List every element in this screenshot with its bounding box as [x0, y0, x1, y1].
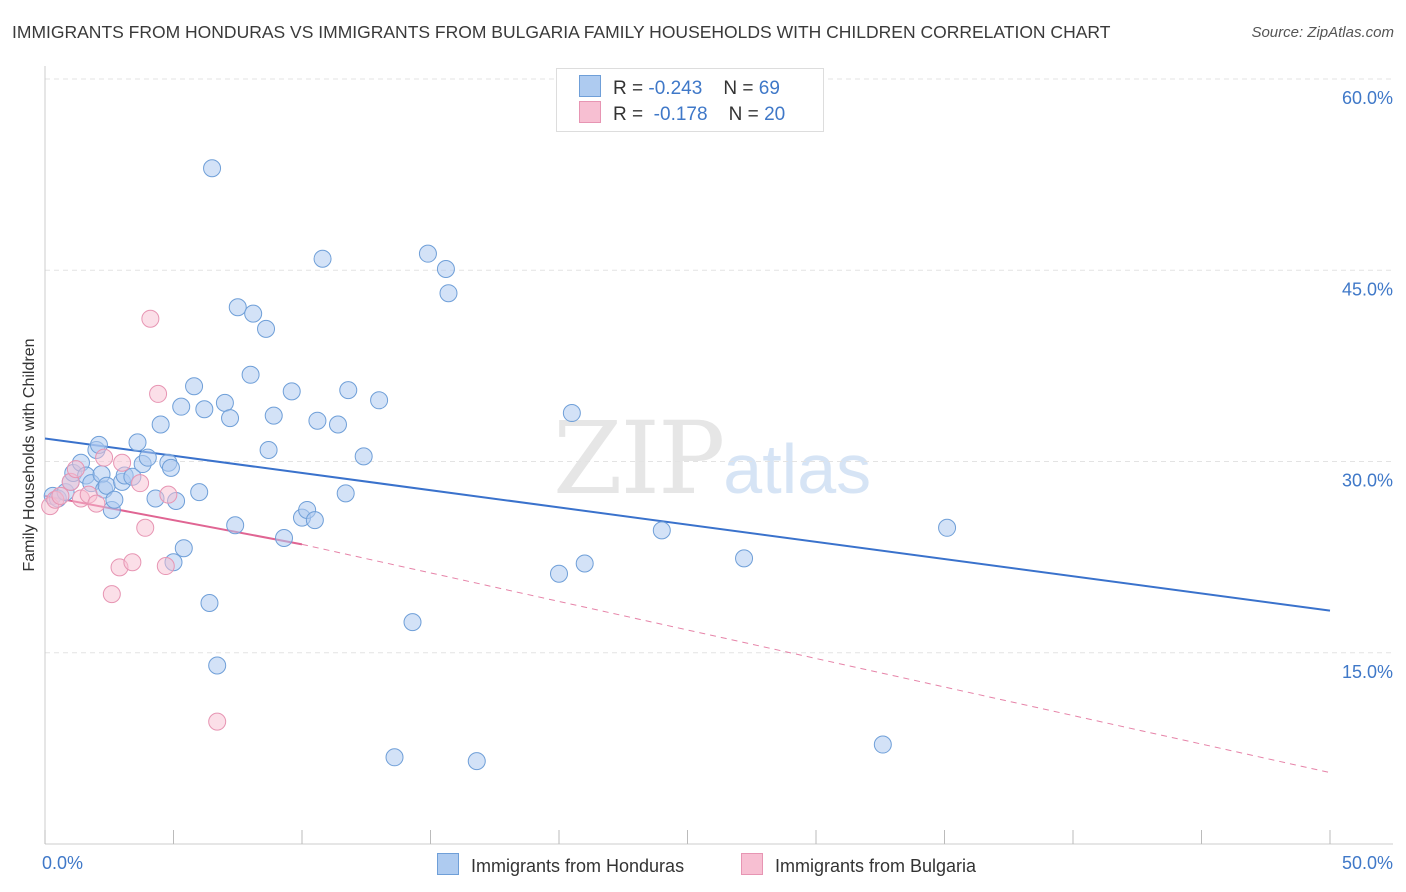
- tick-label-layer: 15.0% 30.0% 45.0% 60.0% 0.0% 50.0%: [42, 88, 1393, 873]
- point-honduras: [244, 304, 263, 323]
- point-bulgaria: [102, 585, 121, 604]
- point-honduras: [550, 564, 568, 583]
- point-bulgaria: [149, 384, 168, 403]
- point-bulgaria: [141, 309, 160, 328]
- point-honduras: [336, 484, 355, 503]
- point-honduras: [208, 656, 227, 675]
- trend-line-honduras: [44, 437, 1331, 612]
- point-honduras: [305, 511, 324, 530]
- point-honduras: [652, 521, 671, 540]
- y-axis-title: Family Households with Children: [21, 338, 38, 572]
- y-tick-label: 60.0%: [1342, 88, 1393, 108]
- legend-row-honduras: R = -0.243 N = 69: [579, 75, 780, 101]
- point-honduras: [190, 483, 209, 502]
- point-honduras: [313, 249, 332, 268]
- point-honduras: [308, 411, 327, 430]
- point-honduras: [259, 441, 278, 460]
- point-honduras: [138, 448, 157, 467]
- legend-r-value-honduras: -0.243: [648, 78, 703, 99]
- point-bulgaria: [159, 485, 178, 504]
- bottom-legend-swatch-bulgaria: [741, 853, 763, 875]
- point-honduras: [215, 393, 234, 412]
- point-honduras: [467, 752, 486, 771]
- point-honduras: [735, 549, 754, 568]
- point-honduras: [228, 298, 247, 317]
- point-bulgaria: [131, 474, 150, 493]
- legend-n-label: N =: [728, 104, 759, 125]
- stats-legend: R = -0.243 N = 69 R = -0.178 N = 20: [556, 68, 824, 132]
- point-bulgaria: [95, 448, 114, 467]
- bottom-legend-bulgaria: Immigrants from Bulgaria: [741, 853, 976, 877]
- bottom-legend-label-bulgaria: Immigrants from Bulgaria: [775, 856, 977, 876]
- point-honduras: [105, 490, 124, 509]
- point-honduras: [241, 365, 260, 384]
- legend-n-value-honduras: 69: [758, 78, 780, 99]
- point-honduras: [354, 447, 373, 466]
- point-bulgaria: [156, 557, 175, 576]
- y-tick-label: 45.0%: [1342, 279, 1393, 299]
- x-tick-label-max: 50.0%: [1342, 853, 1393, 873]
- point-honduras: [439, 284, 458, 303]
- grid-layer: [45, 78, 1393, 654]
- legend-n-value-bulgaria: 20: [764, 104, 786, 125]
- watermark-zip: ZIP: [553, 400, 725, 517]
- chart-title: IMMIGRANTS FROM HONDURAS VS IMMIGRANTS F…: [12, 22, 1111, 42]
- point-bulgaria: [123, 553, 142, 572]
- point-honduras: [203, 159, 222, 178]
- trend-extension-bulgaria: [301, 543, 1331, 774]
- y-tick-label: 15.0%: [1342, 662, 1393, 682]
- axis-layer: [44, 66, 1393, 845]
- point-honduras: [418, 244, 437, 263]
- point-honduras: [200, 594, 219, 613]
- point-bulgaria: [66, 460, 85, 479]
- point-honduras: [221, 409, 240, 428]
- legend-r-label: R =: [613, 78, 644, 99]
- point-honduras: [195, 400, 214, 419]
- point-honduras: [226, 516, 245, 535]
- point-honduras: [264, 406, 283, 425]
- point-honduras: [172, 397, 191, 416]
- point-honduras: [328, 415, 347, 434]
- y-tick-label: 30.0%: [1342, 471, 1393, 491]
- point-honduras: [151, 415, 170, 434]
- point-honduras: [174, 539, 193, 558]
- watermark: ZIPatlas: [553, 400, 871, 517]
- trend-layer: [44, 437, 1331, 774]
- point-honduras: [403, 613, 422, 632]
- point-bulgaria: [136, 518, 155, 537]
- point-honduras: [873, 735, 892, 754]
- source-text: Source: ZipAtlas.com: [1251, 24, 1394, 41]
- points-layer: [41, 159, 957, 771]
- legend-row-bulgaria: R = -0.178 N = 20: [579, 101, 785, 127]
- point-honduras: [575, 554, 594, 573]
- bottom-legend-honduras: Immigrants from Honduras: [437, 853, 684, 877]
- point-honduras: [938, 518, 957, 537]
- point-honduras: [185, 377, 204, 396]
- point-honduras: [275, 529, 294, 547]
- legend-swatch-honduras: [579, 75, 601, 97]
- point-honduras: [128, 433, 147, 452]
- point-honduras: [339, 381, 358, 400]
- point-honduras: [282, 382, 301, 401]
- legend-r-label: R =: [613, 104, 644, 125]
- point-bulgaria: [113, 453, 132, 472]
- watermark-atlas: atlas: [723, 430, 872, 508]
- bottom-legend-label-honduras: Immigrants from Honduras: [471, 856, 685, 876]
- point-bulgaria: [51, 486, 70, 505]
- point-honduras: [161, 458, 180, 477]
- legend-n-label: N =: [723, 78, 754, 99]
- point-bulgaria: [208, 712, 227, 731]
- point-honduras: [562, 404, 581, 423]
- x-tick-label-min: 0.0%: [42, 853, 83, 873]
- point-honduras: [436, 259, 455, 278]
- point-honduras: [370, 391, 389, 410]
- legend-swatch-bulgaria: [579, 101, 601, 123]
- point-honduras: [385, 748, 404, 767]
- point-honduras: [257, 319, 276, 338]
- bottom-legend-swatch-honduras: [437, 853, 459, 875]
- legend-r-value-bulgaria: -0.178: [653, 104, 708, 125]
- point-bulgaria: [87, 494, 106, 513]
